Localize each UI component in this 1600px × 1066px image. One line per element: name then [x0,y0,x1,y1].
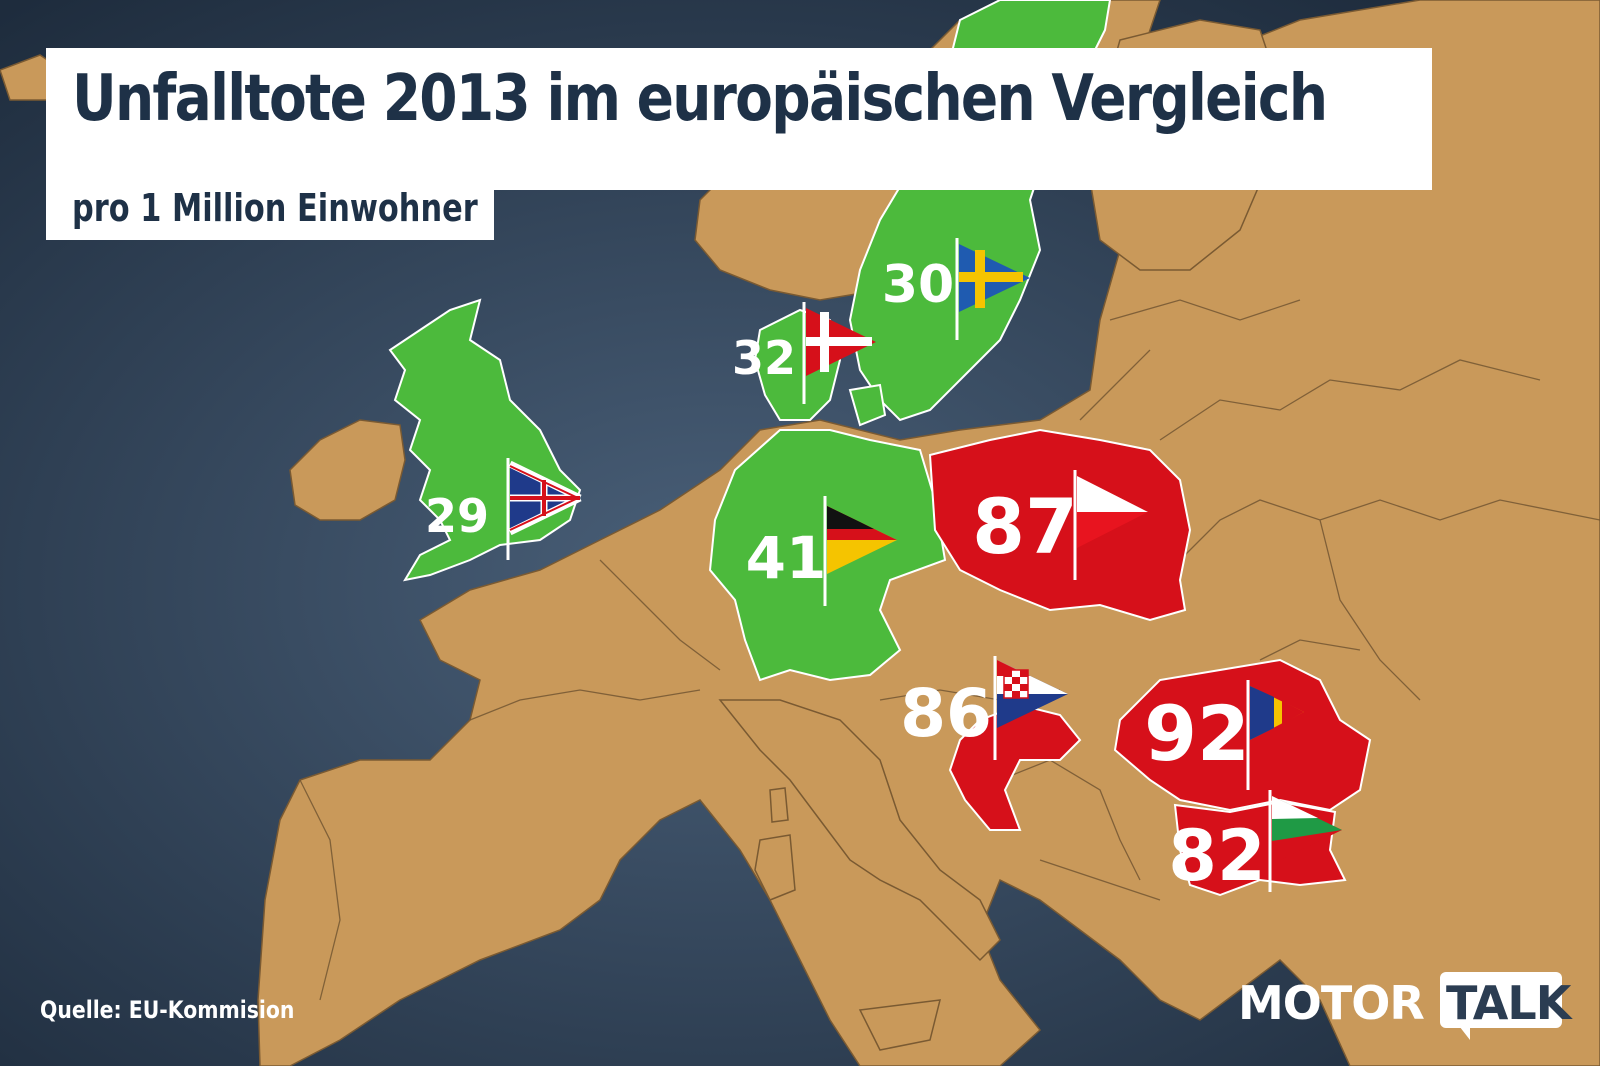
land-sicily [858,999,941,1051]
label-germany: 41 [746,496,897,606]
country-poland [928,428,1192,622]
country-croatia [948,703,1082,831]
country-labels: 29 30 32 [425,238,1342,897]
value-sweden: 30 [882,255,954,315]
logo-speech-tail [1456,1022,1470,1040]
germany-flag [827,506,897,574]
land-corsica [769,787,789,823]
page-title: Unfalltote 2013 im europäischen Vergleic… [72,62,1328,136]
romania-flag [1250,686,1304,740]
value-denmark: 32 [732,331,796,385]
label-sweden: 30 [882,238,1030,340]
label-croatia: 86 [900,656,1068,760]
label-uk: 29 [425,458,582,560]
title-banner [46,48,1432,190]
value-germany: 41 [746,524,827,592]
label-bulgaria: 82 [1168,790,1342,897]
united-kingdom-flag [508,460,582,536]
value-croatia: 86 [900,675,992,752]
land-sardinia [754,834,796,901]
value-poland: 87 [972,482,1078,571]
logo-talk-text: TALK [1446,976,1571,1030]
value-bulgaria: 82 [1168,815,1265,897]
value-romania: 92 [1144,689,1250,778]
logo-speech-bubble [1440,972,1562,1028]
country-denmark-island [848,383,887,427]
country-borders [299,299,1600,1001]
source-note: Quelle: EU-Kommision [40,996,295,1024]
country-romania [1113,658,1372,812]
land-italy [718,699,1001,962]
logo-motor-text: MOTOR [1238,976,1425,1030]
label-denmark: 32 [732,302,876,404]
subtitle-banner [46,184,494,240]
bulgaria-flag [1272,796,1342,864]
page-subtitle: pro 1 Million Einwohner [72,186,478,230]
sweden-flag [959,244,1030,312]
denmark-flag [806,308,876,376]
poland-flag [1077,476,1148,548]
label-poland: 87 [972,470,1148,580]
croatia-flag [997,660,1068,728]
value-uk: 29 [425,489,489,543]
land-ireland [289,419,406,521]
label-romania: 92 [1144,680,1304,790]
